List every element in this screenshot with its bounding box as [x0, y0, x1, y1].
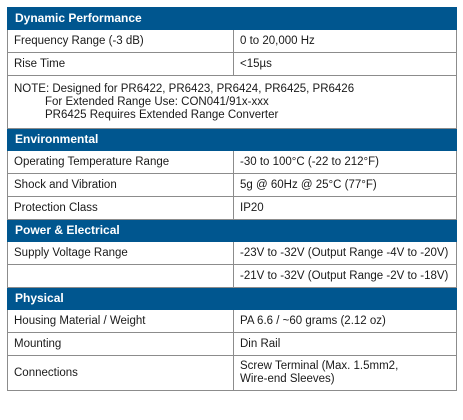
table-row: Mounting Din Rail: [7, 332, 458, 356]
row-value: Screw Terminal (Max. 1.5mm2, Wire-end Sl…: [232, 355, 458, 391]
row-label: Mounting: [7, 332, 234, 356]
value-line: Wire-end Sleeves): [240, 373, 335, 385]
table-row: Connections Screw Terminal (Max. 1.5mm2,…: [7, 355, 458, 391]
note-cell: NOTE: Designed for PR6422, PR6423, PR642…: [6, 75, 458, 129]
table-row: Protection Class IP20: [7, 196, 458, 220]
row-value: 5g @ 60Hz @ 25°C (77°F): [232, 173, 458, 197]
row-value: 0 to 20,000 Hz: [232, 29, 458, 53]
row-label: Housing Material / Weight: [7, 309, 234, 333]
section-header-power-electrical: Power & Electrical: [6, 219, 458, 242]
note-line: PR6425 Requires Extended Range Converter: [45, 108, 279, 121]
note-row: NOTE: Designed for PR6422, PR6423, PR642…: [6, 75, 458, 129]
row-value: -21V to -32V (Output Range -2V to -18V): [232, 264, 458, 288]
row-value: IP20: [232, 196, 458, 220]
row-value: PA 6.6 / ~60 grams (2.12 oz): [232, 309, 458, 333]
spec-table: Dynamic Performance Frequency Range (-3 …: [6, 7, 458, 391]
row-label: Shock and Vibration: [7, 173, 234, 197]
section-header-physical: Physical: [6, 287, 458, 310]
section-title: Dynamic Performance: [6, 7, 458, 30]
row-label: Supply Voltage Range: [7, 241, 234, 265]
row-label: Connections: [7, 355, 234, 391]
note-line: NOTE: Designed for PR6422, PR6423, PR642…: [14, 82, 355, 95]
section-title: Power & Electrical: [6, 219, 458, 242]
table-row: Rise Time <15µs: [7, 52, 458, 76]
section-header-environmental: Environmental: [6, 128, 458, 151]
table-row: Operating Temperature Range -30 to 100°C…: [7, 150, 458, 174]
value-line: Screw Terminal (Max. 1.5mm2,: [240, 360, 399, 372]
row-value: -30 to 100°C (-22 to 212°F): [232, 150, 458, 174]
row-label: [7, 264, 234, 288]
section-title: Environmental: [6, 128, 458, 151]
section-header-dynamic-performance: Dynamic Performance: [6, 7, 458, 30]
row-value: -23V to -32V (Output Range -4V to -20V): [232, 241, 458, 265]
section-title: Physical: [6, 287, 458, 310]
row-label: Rise Time: [7, 52, 234, 76]
row-value: <15µs: [232, 52, 458, 76]
row-label: Frequency Range (-3 dB): [7, 29, 234, 53]
row-value: Din Rail: [232, 332, 458, 356]
note-line: For Extended Range Use: CON041/91x-xxx: [45, 95, 269, 108]
table-row: Shock and Vibration 5g @ 60Hz @ 25°C (77…: [7, 173, 458, 197]
row-label: Protection Class: [7, 196, 234, 220]
row-label: Operating Temperature Range: [7, 150, 234, 174]
table-row: Frequency Range (-3 dB) 0 to 20,000 Hz: [7, 29, 458, 53]
table-row: Supply Voltage Range -23V to -32V (Outpu…: [7, 241, 458, 265]
table-row: -21V to -32V (Output Range -2V to -18V): [7, 264, 458, 288]
table-row: Housing Material / Weight PA 6.6 / ~60 g…: [7, 309, 458, 333]
